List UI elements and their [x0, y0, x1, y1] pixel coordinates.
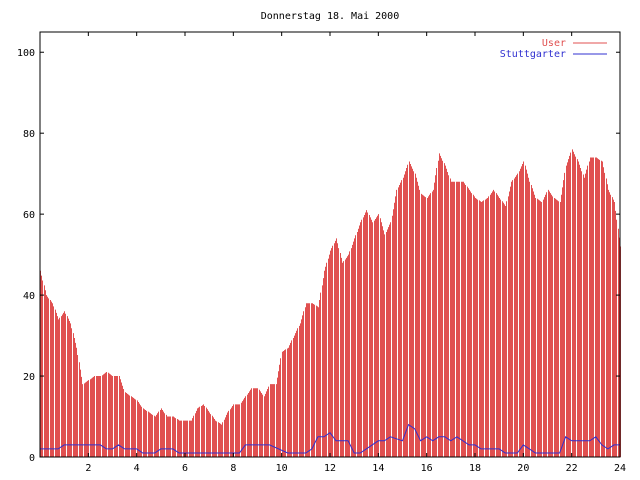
y-tick-label: 0 — [29, 453, 35, 464]
stuttgarter-line — [40, 423, 620, 454]
x-tick-label: 8 — [230, 463, 236, 474]
x-tick-label: 12 — [324, 463, 336, 474]
x-tick-label: 14 — [372, 463, 384, 474]
x-tick-label: 20 — [517, 463, 529, 474]
x-tick-label: 4 — [134, 463, 140, 474]
y-axis: 0 20 40 60 80 100 — [17, 48, 620, 464]
y-tick-label: 80 — [23, 129, 35, 140]
x-tick-label: 18 — [469, 463, 481, 474]
x-tick-label: 2 — [85, 463, 91, 474]
x-tick-label: 6 — [182, 463, 188, 474]
x-tick-label: 22 — [566, 463, 578, 474]
y-tick-label: 20 — [23, 372, 35, 383]
y-tick-label: 60 — [23, 210, 35, 221]
stuttgarter-series — [40, 423, 620, 454]
x-axis: 2 4 6 8 10 12 14 16 18 20 22 24 — [85, 32, 626, 474]
x-tick-label: 16 — [421, 463, 433, 474]
y-tick-label: 100 — [17, 48, 35, 59]
chart-title: Donnerstag 18. Mai 2000 — [261, 11, 399, 22]
legend-label: User — [542, 38, 566, 49]
x-tick-label: 10 — [276, 463, 288, 474]
y-tick-label: 40 — [23, 291, 35, 302]
legend-label: Stuttgarter — [500, 49, 566, 60]
x-tick-label: 24 — [614, 463, 626, 474]
